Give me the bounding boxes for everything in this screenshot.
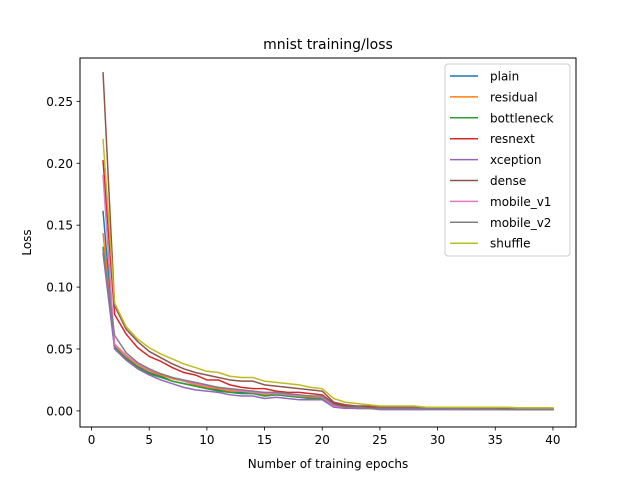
y-axis-label: Loss [20,229,34,255]
legend-label-resnext: resnext [490,132,535,146]
axes-frame [79,57,577,428]
x-axis-label: Number of training epochs [248,457,409,471]
y-tick-label: 0.20 [46,157,73,171]
x-tick-label: 35 [488,433,503,447]
x-tick-label: 15 [257,433,272,447]
y-tick-label: 0.05 [46,342,73,356]
plot-area [79,57,577,428]
x-tick-label: 25 [372,433,387,447]
legend-label-mobile_v2: mobile_v2 [490,216,551,230]
legend-label-shuffle: shuffle [490,237,530,251]
legend-label-residual: residual [490,90,538,104]
y-tick-label: 0.15 [46,219,73,233]
chart-title: mnist training/loss [263,37,393,53]
x-tick-label: 40 [545,433,560,447]
series-line-mobile_v2 [102,249,554,411]
x-tick-label: 30 [430,433,445,447]
series-line-shuffle [102,138,554,409]
y-tick-label: 0.00 [46,404,73,418]
x-tick-label: 20 [315,433,330,447]
x-axis-ticks: 0 5 10 15 20 25 30 35 40 [88,427,561,447]
legend-label-dense: dense [490,174,526,188]
x-tick-label: 10 [199,433,214,447]
y-tick-label: 0.25 [46,95,73,109]
x-tick-label: 0 [88,433,96,447]
legend-box [444,63,571,257]
legend-label-xception: xception [490,153,541,167]
y-axis-ticks: 0.00 0.05 0.10 0.15 0.20 0.25 [46,95,80,418]
series-layer [102,72,554,411]
x-tick-label: 5 [145,433,153,447]
y-tick-label: 0.10 [46,281,73,295]
legend-label-plain: plain [490,70,519,84]
legend-label-mobile_v1: mobile_v1 [490,195,551,209]
legend: plain residual bottleneck resnext xception de… [444,63,571,257]
legend-label-bottleneck: bottleneck [490,111,554,125]
